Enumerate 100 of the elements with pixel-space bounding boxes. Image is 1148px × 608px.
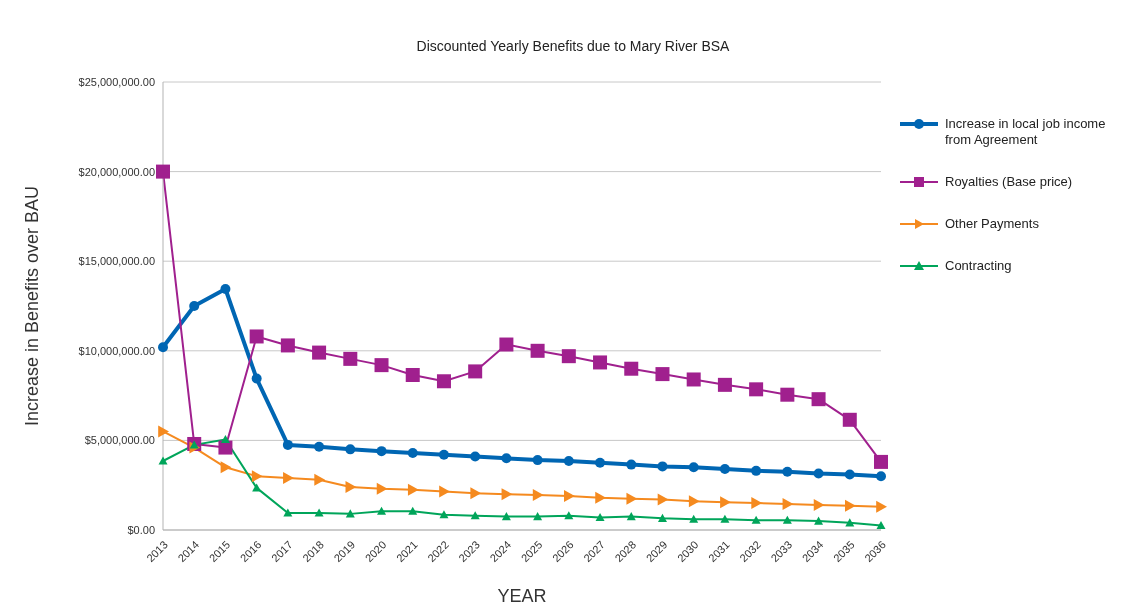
point <box>842 412 857 427</box>
point <box>283 472 294 485</box>
point <box>314 473 326 486</box>
point <box>439 485 450 498</box>
point <box>251 373 262 384</box>
point <box>501 488 513 501</box>
y-tick-label: $5,000,000.00 <box>84 434 155 447</box>
point <box>438 449 449 460</box>
point <box>374 358 389 373</box>
chart-title: Discounted Yearly Benefits due to Mary River BSA <box>415 38 731 54</box>
y-tick-label: $0.00 <box>127 523 155 536</box>
point <box>749 382 764 397</box>
point <box>811 392 826 407</box>
point <box>688 462 699 473</box>
point <box>282 439 293 450</box>
point <box>439 510 449 519</box>
point <box>470 487 482 500</box>
point <box>408 506 418 515</box>
point <box>657 513 667 522</box>
point <box>158 425 169 438</box>
point <box>283 508 293 517</box>
point <box>314 508 324 517</box>
point <box>280 338 295 353</box>
point <box>251 470 263 483</box>
point <box>626 459 637 470</box>
point <box>220 435 230 444</box>
point <box>314 441 325 452</box>
point <box>719 464 730 475</box>
point <box>470 451 481 462</box>
point <box>876 521 886 530</box>
legend-label: Contracting <box>945 258 1012 274</box>
point <box>844 499 856 512</box>
point <box>376 446 387 457</box>
point <box>343 351 358 366</box>
point <box>532 455 543 466</box>
point <box>782 466 793 477</box>
point <box>655 367 670 382</box>
point <box>780 387 795 402</box>
point <box>563 456 574 467</box>
point <box>530 343 545 358</box>
y-tick-label: $25,000,000.00 <box>78 75 155 88</box>
point <box>189 301 200 311</box>
x-axis-title: YEAR <box>497 586 547 606</box>
point <box>376 482 388 495</box>
point <box>220 283 231 294</box>
point <box>717 377 732 392</box>
point <box>874 454 888 469</box>
point <box>595 512 605 522</box>
point <box>407 483 419 496</box>
point <box>720 496 731 509</box>
point <box>470 511 480 520</box>
point <box>814 516 824 525</box>
point <box>686 372 701 387</box>
point <box>720 514 730 523</box>
point <box>844 469 855 480</box>
point <box>688 495 700 508</box>
point <box>564 511 574 520</box>
y-tick-label: $15,000,000.00 <box>78 255 155 268</box>
point <box>657 461 668 472</box>
point <box>156 164 170 179</box>
point <box>564 489 575 502</box>
point <box>249 329 264 344</box>
point <box>468 364 483 379</box>
y-tick-label: $20,000,000.00 <box>78 165 155 178</box>
point <box>533 512 543 521</box>
point <box>782 515 792 524</box>
point <box>220 461 232 474</box>
point <box>158 456 168 465</box>
point <box>876 471 886 482</box>
legend-label: Royalties (Base price) <box>945 174 1073 190</box>
point <box>876 500 887 513</box>
point <box>813 498 825 511</box>
point <box>158 342 168 353</box>
point <box>657 493 669 506</box>
point <box>499 337 514 352</box>
point <box>813 468 824 479</box>
point <box>751 497 763 510</box>
point <box>689 514 699 523</box>
point <box>501 512 511 521</box>
point <box>593 355 608 370</box>
point <box>501 453 512 464</box>
point <box>532 489 544 502</box>
point <box>312 345 327 360</box>
legend-label: Increase in local job income from Agreement <box>945 116 1107 148</box>
point <box>626 512 636 521</box>
point <box>345 444 356 455</box>
legend-label: Other Payments <box>945 216 1039 232</box>
point <box>218 440 233 455</box>
point <box>377 506 387 515</box>
point <box>751 515 761 524</box>
y-axis-title: Increase in Benefits over BAU <box>22 185 43 427</box>
point <box>845 518 855 527</box>
point <box>751 465 762 476</box>
point <box>405 367 420 382</box>
point <box>436 374 451 389</box>
point <box>595 457 606 468</box>
point <box>624 361 639 376</box>
point <box>561 349 576 364</box>
y-tick-label: $10,000,000.00 <box>78 344 155 357</box>
point <box>407 447 418 458</box>
